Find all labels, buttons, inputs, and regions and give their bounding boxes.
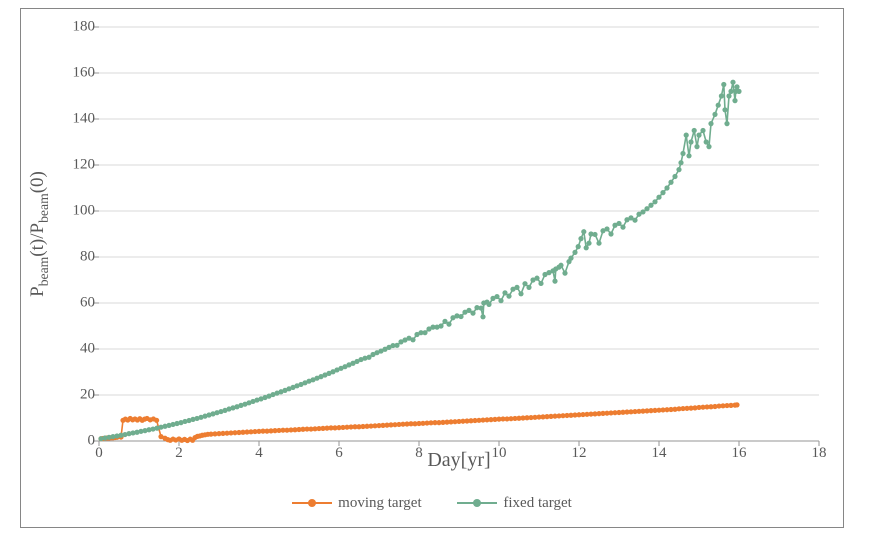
y-tick-label: 40 <box>57 341 95 358</box>
plot-svg <box>99 27 819 441</box>
y-tick-labels: 020406080100120140160180 <box>57 27 95 441</box>
plot-area: 020406080100120140160180 024681012141618 <box>99 27 819 441</box>
y-tick-label: 160 <box>57 65 95 82</box>
y-tick-label: 80 <box>57 249 95 266</box>
y-tick-label: 20 <box>57 387 95 404</box>
y-tick-label: 180 <box>57 19 95 36</box>
legend-label-fixed: fixed target <box>503 495 571 512</box>
legend-label-moving: moving target <box>338 495 421 512</box>
legend-swatch-moving <box>292 496 332 510</box>
y-tick-label: 100 <box>57 203 95 220</box>
x-axis-title: Day[yr] <box>99 449 819 472</box>
legend-swatch-fixed <box>457 496 497 510</box>
legend-item-moving: moving target <box>292 495 421 512</box>
y-axis-title: Pbeam(t)/Pbeam(0) <box>27 27 49 441</box>
y-tick-label: 60 <box>57 295 95 312</box>
y-tick-label: 0 <box>57 433 95 450</box>
legend: moving target fixed target <box>21 495 843 516</box>
chart-frame: Pbeam(t)/Pbeam(0) 0204060801001201401601… <box>20 8 844 528</box>
y-tick-label: 120 <box>57 157 95 174</box>
y-tick-label: 140 <box>57 111 95 128</box>
legend-item-fixed: fixed target <box>457 495 571 512</box>
